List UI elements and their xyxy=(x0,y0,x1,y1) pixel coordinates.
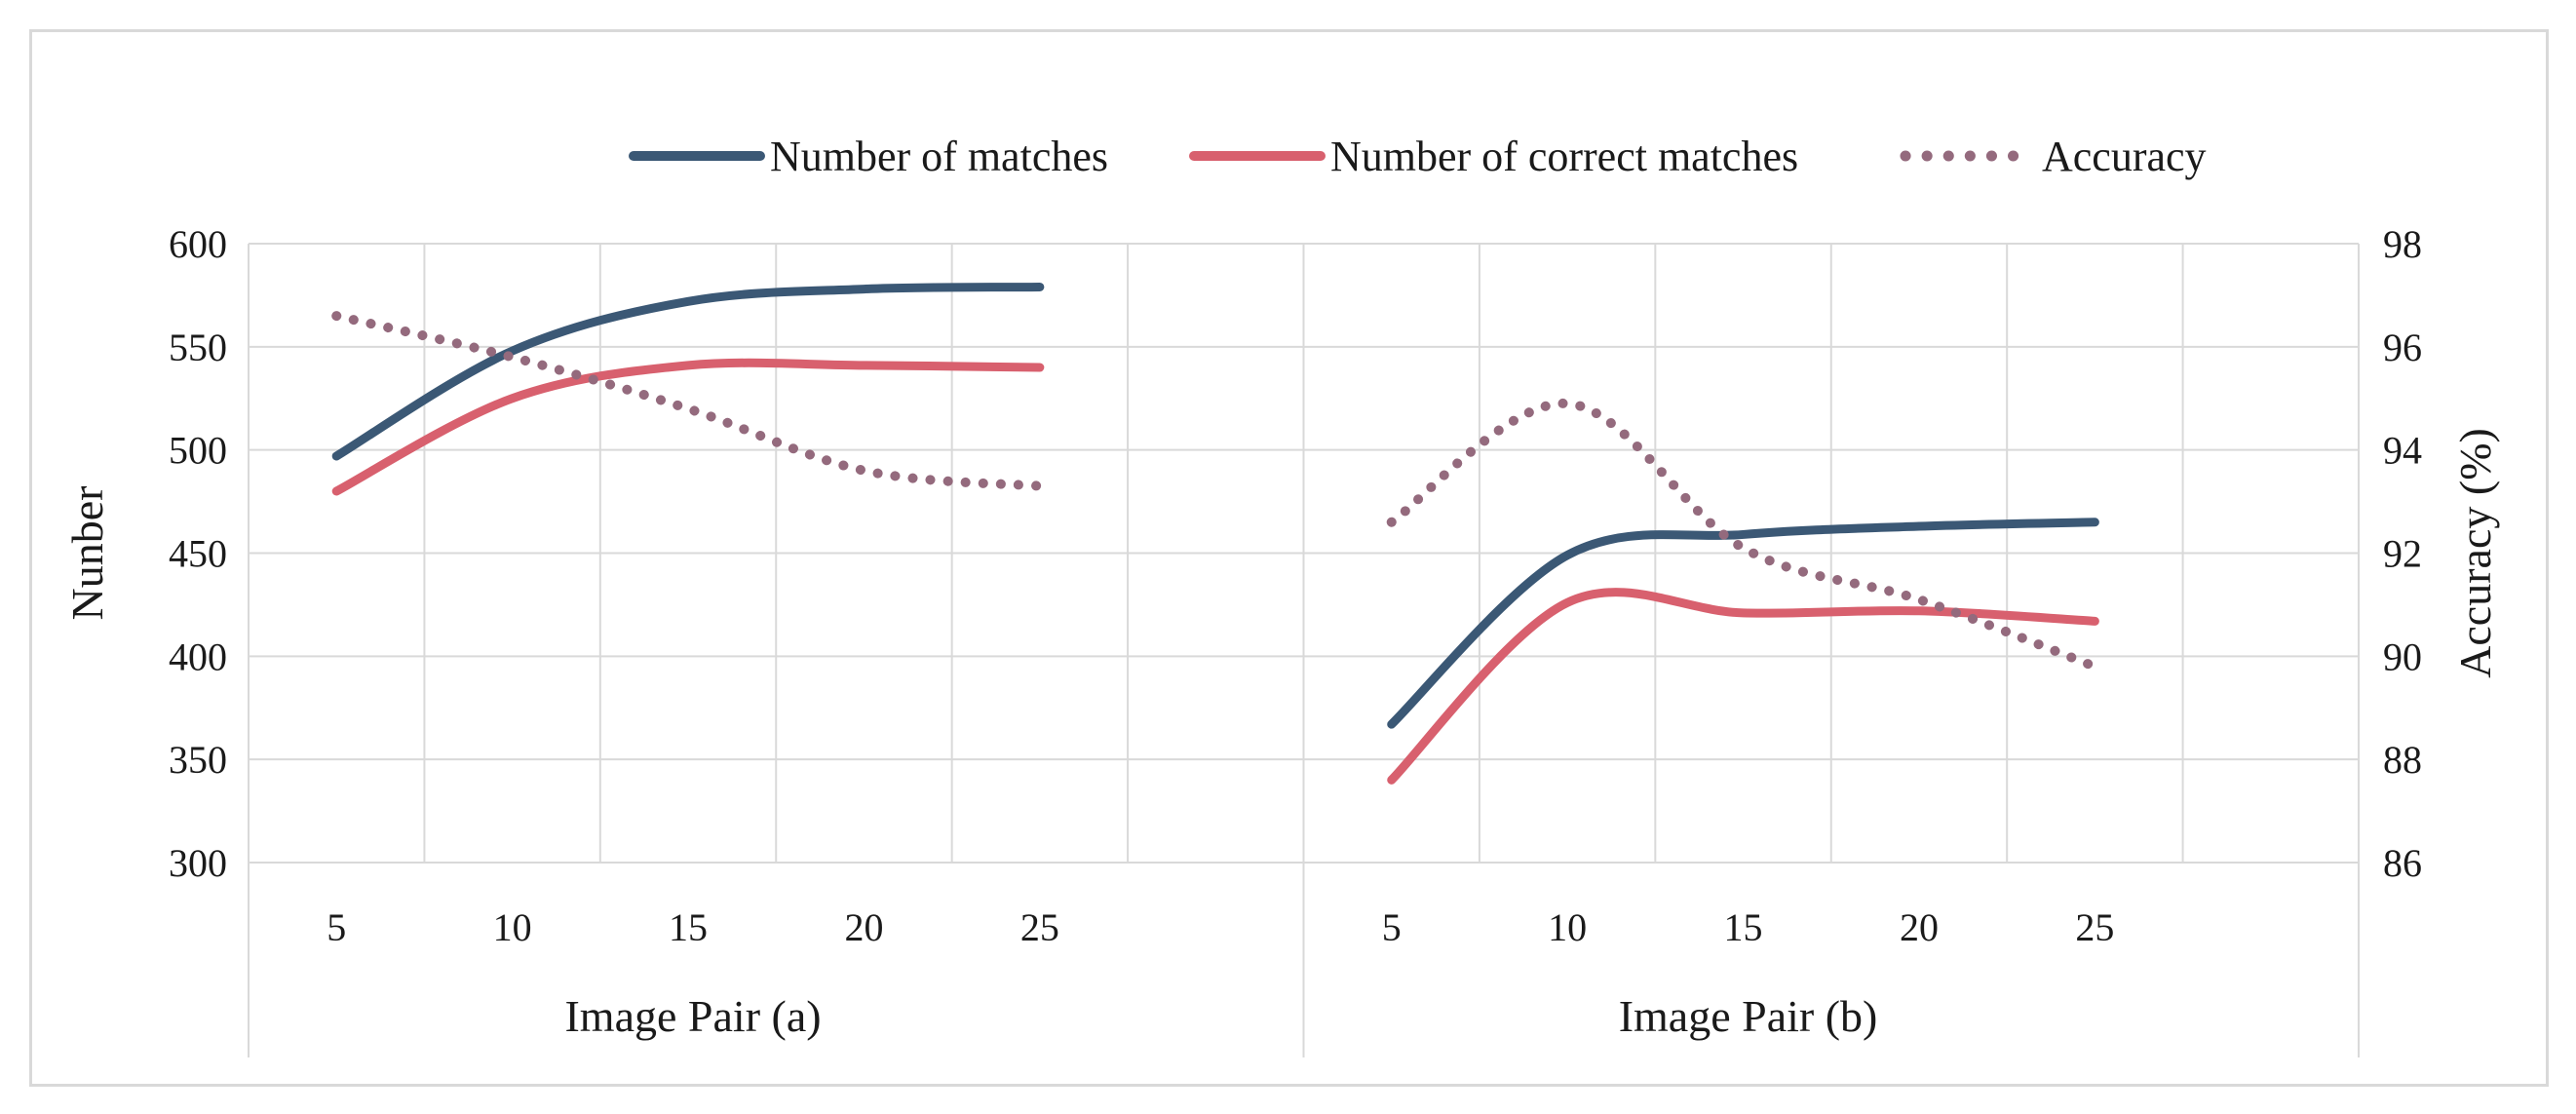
x-tick-label: 10 xyxy=(493,905,532,949)
y-left-tick-label: 500 xyxy=(169,429,227,473)
x-tick-label: 10 xyxy=(1548,905,1587,949)
legend-label: Accuracy xyxy=(2042,133,2207,180)
series-line xyxy=(331,282,1045,461)
y-left-tick-label: 550 xyxy=(169,326,227,369)
y-right-tick-label: 94 xyxy=(2383,429,2422,473)
x-tick-label: 15 xyxy=(669,905,708,949)
x-tick-label: 25 xyxy=(1020,905,1059,949)
x-tick-label: 20 xyxy=(844,905,883,949)
axes: 300 350 400 450 500 550 600 86 88 90 92 94 96 98 Nunbe… xyxy=(62,222,2500,1041)
y-left-axis-title: Nunber xyxy=(62,486,112,621)
series-line xyxy=(331,358,1045,496)
y-right-tick-label: 90 xyxy=(2383,634,2422,678)
y-left-tick-label: 450 xyxy=(169,532,227,576)
group-label: Image Pair (b) xyxy=(1619,991,1878,1041)
y-right-tick-label: 88 xyxy=(2383,738,2422,782)
x-tick-label: 20 xyxy=(1900,905,1939,949)
series-line xyxy=(1386,399,2100,672)
y-left-tick-label: 400 xyxy=(169,634,227,678)
y-right-axis-title: Accuracy (%) xyxy=(2450,428,2500,678)
series-line xyxy=(331,311,1045,491)
y-left-tick-label: 300 xyxy=(169,841,227,885)
x-tick-label: 25 xyxy=(2075,905,2114,949)
series-line xyxy=(1387,588,2099,785)
gridlines xyxy=(248,243,2360,1057)
x-tick-label: 5 xyxy=(327,905,346,949)
group-label: Image Pair (a) xyxy=(564,991,821,1041)
y-right-tick-label: 86 xyxy=(2383,841,2422,885)
y-right-tick-label: 98 xyxy=(2383,222,2422,266)
chart-frame xyxy=(29,29,2549,1087)
y-left-tick-label: 350 xyxy=(169,738,227,782)
legend-label: Number of matches xyxy=(770,133,1108,180)
series-line xyxy=(1387,518,2099,729)
x-tick-label: 5 xyxy=(1382,905,1402,949)
x-tick-label: 15 xyxy=(1724,905,1763,949)
y-right-tick-label: 92 xyxy=(2383,532,2422,576)
legend: Number of matches Number of correct match… xyxy=(629,133,2207,180)
y-right-tick-label: 96 xyxy=(2383,326,2422,369)
series-lines xyxy=(331,282,2100,785)
legend-label: Number of correct matches xyxy=(1330,133,1798,180)
y-left-tick-label: 600 xyxy=(169,222,227,266)
